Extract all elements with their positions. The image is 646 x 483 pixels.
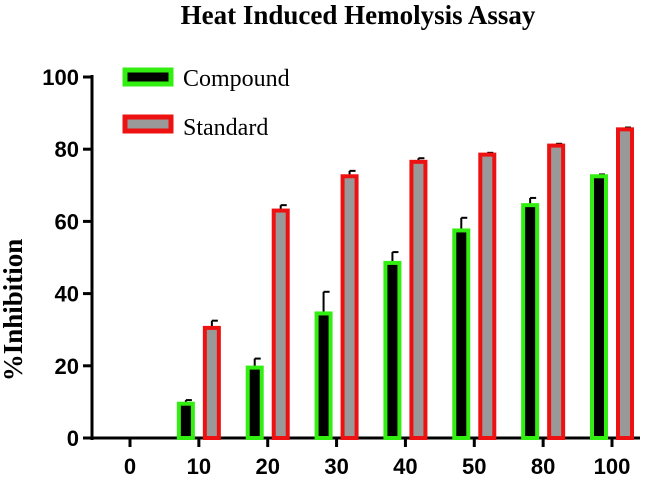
x-tick-label: 10 [187,454,211,479]
x-tick-label: 80 [531,454,555,479]
y-tick-label: 100 [42,65,79,90]
bar-standard [547,143,566,440]
bar-standard [202,325,221,440]
x-tick-label: 40 [393,454,417,479]
plot-area: 0 20 40 60 80 100 0 10 20 30 40 50 80 100 [42,65,640,479]
y-tick-label: 20 [55,354,79,379]
bar-compound [314,311,333,440]
legend-swatch-compound [122,67,174,87]
y-axis-label: %Inhibition [0,239,28,382]
bar-standard [616,127,634,440]
bar-compound [245,365,264,441]
bar-standard [409,159,428,441]
x-tick-label: 0 [124,454,136,479]
y-tick-label: 60 [55,209,79,234]
y-tick-label: 40 [55,282,79,307]
y-tick-label: 80 [55,137,79,162]
legend: Compound Standard [122,66,290,141]
bar-compound [452,228,471,440]
legend-label-compound: Compound [183,66,290,92]
bar-compound [383,260,402,441]
bar-compound [590,174,608,440]
bar-standard [271,208,290,440]
legend-swatch-standard [122,114,174,134]
bar-compound [176,401,195,440]
chart-title: Heat Induced Hemolysis Assay [181,0,536,30]
legend-label-standard: Standard [183,115,268,141]
bar-standard [478,152,497,441]
y-tick-label: 0 [67,426,79,451]
x-tick-label: 30 [324,454,348,479]
bar-compound [521,203,540,440]
bar-standard [340,174,359,440]
x-tick-label: 50 [462,454,486,479]
x-tick-label: 100 [594,454,631,479]
x-tick-label: 20 [255,454,279,479]
